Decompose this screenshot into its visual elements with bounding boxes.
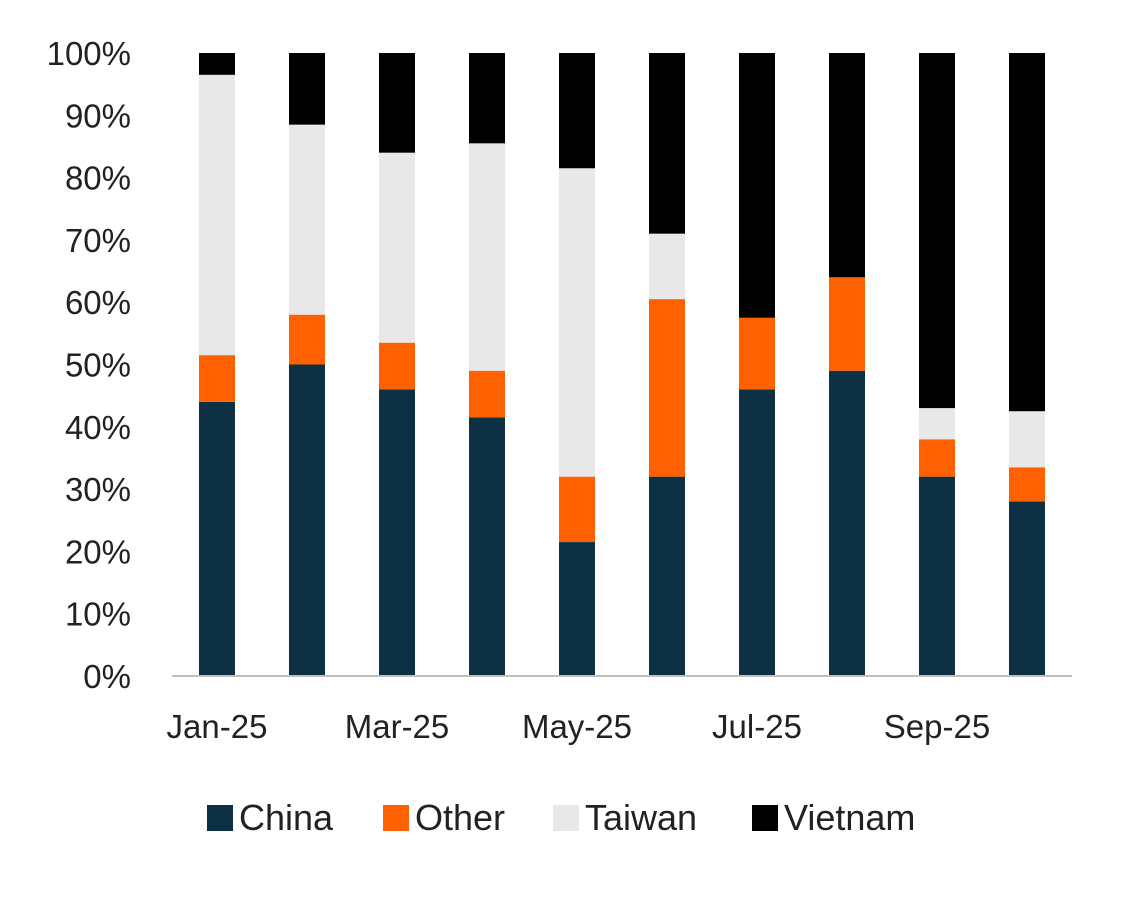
legend-swatch-china	[207, 805, 233, 831]
bar-segment-taiwan-mar-25	[379, 152, 415, 343]
y-tick-label: 40%	[65, 409, 131, 446]
bar-segment-china-feb-25	[289, 364, 325, 676]
bar-group-mar-25	[379, 53, 415, 676]
bar-segment-other-apr-25	[469, 370, 505, 418]
bar-segment-other-oct-25	[1009, 467, 1045, 502]
bar-group-jan-25	[199, 53, 235, 676]
y-tick-label: 0%	[83, 658, 131, 695]
legend-item-other: Other	[383, 797, 505, 838]
bar-segment-other-jul-25	[739, 317, 775, 390]
legend-label-china: China	[239, 797, 334, 838]
y-tick-label: 60%	[65, 284, 131, 321]
bar-segment-vietnam-mar-25	[379, 53, 415, 153]
x-axis-ticks: Jan-25 Mar-25 May-25 Jul-25 Sep-25	[167, 708, 991, 745]
x-tick-label: Jan-25	[167, 708, 268, 745]
bar-segment-other-mar-25	[379, 342, 415, 390]
bar-segment-other-aug-25	[829, 277, 865, 371]
bar-segment-china-jul-25	[739, 389, 775, 676]
bar-segment-china-jan-25	[199, 401, 235, 676]
y-axis-ticks: 0% 10% 20% 30% 40% 50% 60% 70% 80% 90% 100%	[47, 35, 131, 695]
legend-swatch-vietnam	[752, 805, 778, 831]
bar-segment-vietnam-aug-25	[829, 53, 865, 278]
legend-label-taiwan: Taiwan	[585, 797, 697, 838]
y-tick-label: 10%	[65, 596, 131, 633]
y-tick-label: 30%	[65, 471, 131, 508]
y-tick-label: 50%	[65, 347, 131, 384]
y-tick-label: 100%	[47, 35, 131, 72]
bar-group-oct-25	[1009, 53, 1045, 676]
legend: China Other Taiwan Vietnam	[207, 797, 915, 838]
bar-segment-vietnam-may-25	[559, 53, 595, 169]
bar-segment-china-apr-25	[469, 417, 505, 676]
y-tick-label: 70%	[65, 222, 131, 259]
y-tick-label: 90%	[65, 97, 131, 134]
bar-group-aug-25	[829, 53, 865, 676]
bar-segment-china-aug-25	[829, 370, 865, 676]
bar-segment-vietnam-jan-25	[199, 53, 235, 75]
bar-segment-vietnam-sep-25	[919, 53, 955, 409]
legend-item-vietnam: Vietnam	[752, 797, 915, 838]
bar-segment-vietnam-apr-25	[469, 53, 505, 144]
bar-segment-taiwan-apr-25	[469, 143, 505, 371]
bar-segment-taiwan-oct-25	[1009, 411, 1045, 468]
legend-item-taiwan: Taiwan	[553, 797, 697, 838]
bars-layer	[199, 53, 1045, 676]
bar-segment-other-jun-25	[649, 299, 685, 477]
bar-group-jul-25	[739, 53, 775, 676]
bar-segment-vietnam-jun-25	[649, 53, 685, 234]
bar-segment-taiwan-feb-25	[289, 124, 325, 315]
bar-segment-other-jan-25	[199, 355, 235, 402]
x-tick-label: Jul-25	[712, 708, 802, 745]
bar-segment-taiwan-sep-25	[919, 408, 955, 440]
bar-segment-other-feb-25	[289, 314, 325, 365]
legend-swatch-other	[383, 805, 409, 831]
bar-group-jun-25	[649, 53, 685, 676]
x-tick-label: May-25	[522, 708, 632, 745]
bar-segment-taiwan-jun-25	[649, 233, 685, 300]
bar-group-may-25	[559, 53, 595, 676]
bar-segment-china-sep-25	[919, 476, 955, 676]
bar-segment-taiwan-may-25	[559, 168, 595, 477]
bar-segment-taiwan-jan-25	[199, 74, 235, 356]
bar-segment-other-may-25	[559, 476, 595, 543]
legend-swatch-taiwan	[553, 805, 579, 831]
bar-group-apr-25	[469, 53, 505, 676]
bar-segment-china-oct-25	[1009, 501, 1045, 676]
legend-label-vietnam: Vietnam	[784, 797, 915, 838]
bar-segment-vietnam-oct-25	[1009, 53, 1045, 412]
legend-item-china: China	[207, 797, 334, 838]
x-tick-label: Mar-25	[345, 708, 450, 745]
y-tick-label: 20%	[65, 533, 131, 570]
bar-group-feb-25	[289, 53, 325, 676]
bar-segment-other-sep-25	[919, 439, 955, 477]
bar-segment-china-jun-25	[649, 476, 685, 676]
x-tick-label: Sep-25	[884, 708, 990, 745]
bar-segment-vietnam-feb-25	[289, 53, 325, 125]
bar-segment-china-mar-25	[379, 389, 415, 676]
bar-segment-china-may-25	[559, 542, 595, 676]
bar-group-sep-25	[919, 53, 955, 676]
bar-segment-vietnam-jul-25	[739, 53, 775, 318]
legend-label-other: Other	[415, 797, 505, 838]
y-tick-label: 80%	[65, 160, 131, 197]
